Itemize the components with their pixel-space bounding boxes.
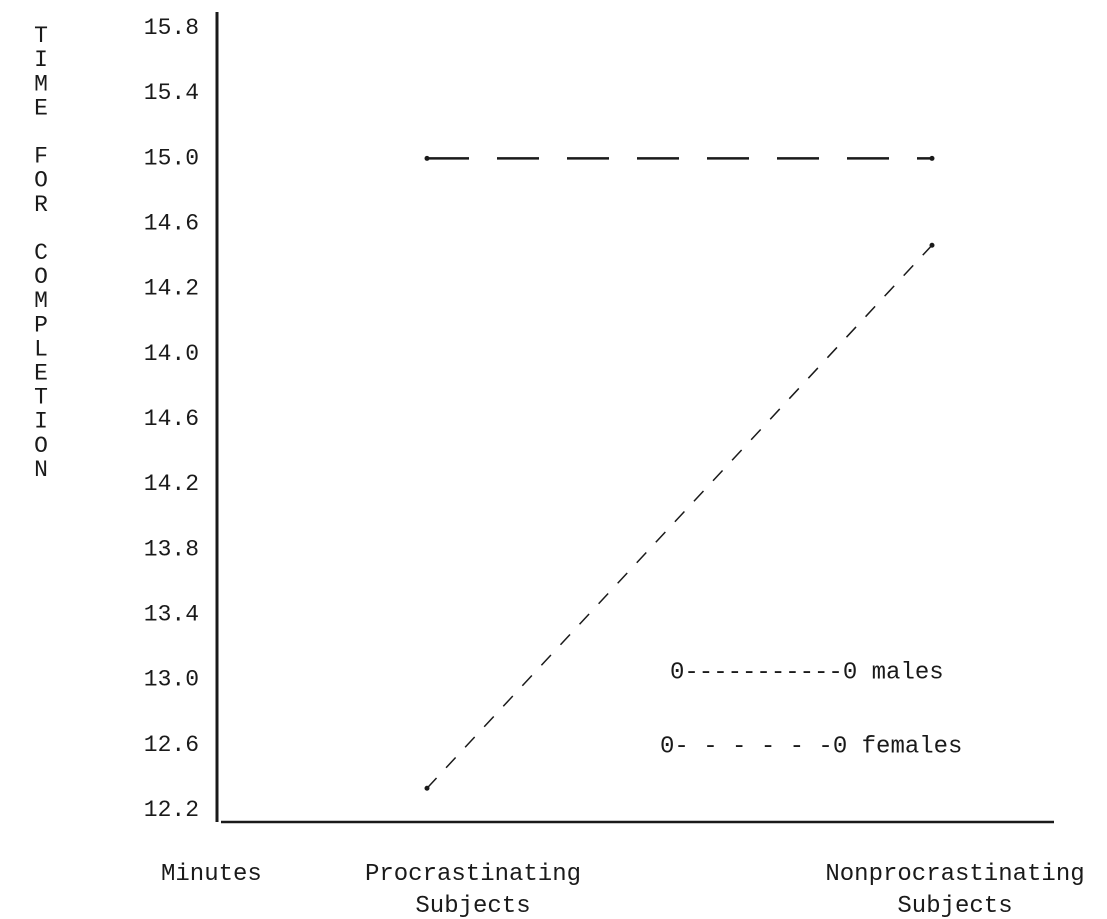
x-tick-label: Procrastinating Subjects — [365, 861, 581, 919]
data-point-females — [929, 242, 935, 248]
y-title-letter: E — [34, 360, 48, 386]
y-title-letter: I — [34, 47, 48, 73]
y-tick-label: 14.2 — [144, 276, 199, 302]
y-title-letter: L — [34, 336, 48, 362]
y-tick-label: 13.0 — [144, 667, 199, 693]
series-line-females — [426, 244, 933, 789]
y-title-letter: T — [34, 23, 48, 49]
y-tick-label: 14.0 — [144, 341, 199, 367]
y-title-letter: F — [34, 144, 48, 170]
y-tick-label: 15.0 — [144, 145, 199, 171]
y-title-letter: P — [34, 312, 48, 338]
y-tick-label: 15.4 — [144, 80, 199, 106]
y-tick-label: 14.6 — [144, 406, 199, 432]
y-tick-label: 14.6 — [144, 211, 199, 237]
y-tick-label: 14.2 — [144, 471, 199, 497]
y-title-letter: E — [34, 95, 48, 121]
y-title-letter: O — [34, 168, 48, 194]
y-title-letter: M — [34, 288, 48, 314]
y-tick-label: 12.6 — [144, 732, 199, 758]
y-title-letter: M — [34, 71, 48, 97]
y-title-letter: O — [34, 433, 48, 459]
y-title-letter: O — [34, 264, 48, 290]
y-title-letter: T — [34, 385, 48, 411]
legend: 0-----------0 males 0- - - - - -0 females — [660, 659, 962, 760]
series-layer — [424, 155, 935, 791]
data-point-males — [424, 155, 430, 161]
data-point-males — [929, 155, 935, 161]
y-tick-label: 15.8 — [144, 15, 199, 41]
legend-item-females: 0- - - - - -0 females — [660, 733, 962, 760]
y-tick-labels: 15.8 15.4 15.0 14.6 14.2 14.0 14.6 14.2 13.8 13.4… — [144, 15, 199, 823]
y-title-letter: N — [34, 457, 48, 483]
y-tick-label: 12.2 — [144, 797, 199, 823]
y-tick-label: 13.8 — [144, 536, 199, 562]
y-title-letter: I — [34, 409, 48, 435]
legend-item-males: 0-----------0 males — [670, 659, 944, 686]
y-title-letter: R — [34, 192, 48, 218]
x-tick-labels: Procrastinating Subjects Nonprocrastinatin… — [365, 861, 1085, 919]
x-axis-title: Minutes — [161, 861, 262, 888]
y-title-letter: C — [34, 240, 48, 266]
y-tick-label: 13.4 — [144, 602, 199, 628]
x-tick-label: Nonprocrastinating Subjects — [825, 861, 1084, 919]
data-point-females — [424, 785, 430, 791]
